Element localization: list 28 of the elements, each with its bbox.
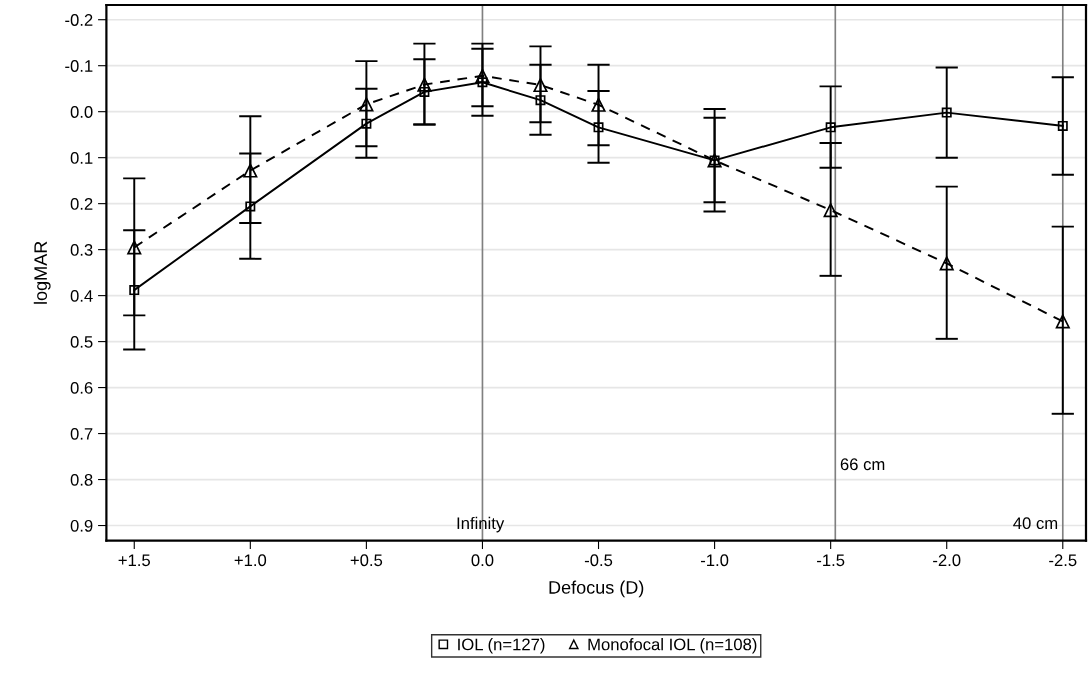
y-tick-label: 0.7 (70, 427, 93, 440)
y-axis-title: logMAR (33, 241, 51, 304)
x-tick-label: +0.5 (350, 554, 383, 567)
y-tick-label: -0.2 (65, 14, 93, 26)
x-tick-label: -0.5 (584, 554, 613, 567)
x-tick-label: -2.5 (1049, 554, 1077, 567)
ref-line-label: 40 cm (1013, 517, 1058, 530)
y-tick-label: 0.1 (70, 152, 93, 164)
ref-line-label: 66 cm (840, 458, 885, 471)
x-tick-label: -1.5 (817, 554, 845, 567)
ref-line-label: Infinity (457, 516, 505, 533)
y-tick-label: 0.8 (70, 473, 93, 486)
y-tick-label: 0.2 (70, 198, 93, 210)
legend-label: Monofocal IOL (n=108) (588, 638, 757, 654)
y-tick-label: -0.1 (65, 60, 93, 72)
x-tick-label: -2.0 (933, 554, 961, 567)
y-tick-label: 0.4 (70, 290, 93, 302)
x-axis-title: Defocus (D) (549, 580, 644, 598)
x-tick-label: -1.0 (700, 554, 729, 567)
x-tick-label: +1.0 (234, 554, 267, 567)
y-tick-label: 0.9 (70, 519, 93, 532)
y-tick-label: 0.3 (70, 244, 93, 256)
y-tick-label: 0.5 (70, 336, 93, 348)
x-tick-label: 0.0 (471, 554, 494, 567)
x-tick-label: +1.5 (118, 554, 151, 567)
y-tick-label: 0.6 (70, 381, 93, 394)
y-tick-label: 0.0 (70, 106, 93, 118)
legend-label: IOL (n=127) (458, 638, 545, 654)
